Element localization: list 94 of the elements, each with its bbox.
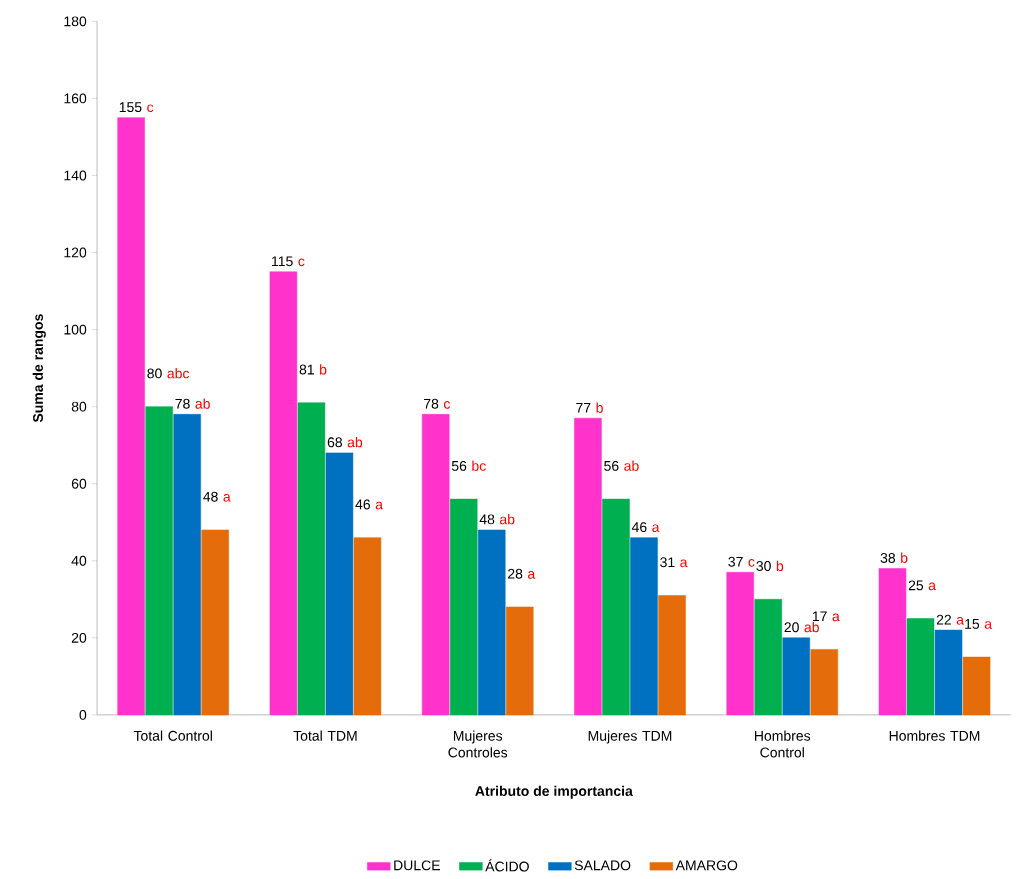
y-tick-label: 20 bbox=[71, 632, 87, 643]
annotation: a bbox=[680, 559, 688, 568]
bar bbox=[602, 498, 630, 716]
annotation: a bbox=[832, 613, 840, 622]
annotation: c bbox=[748, 559, 755, 567]
annotation: a bbox=[984, 621, 993, 629]
data-label: 37 bbox=[728, 556, 743, 567]
bar bbox=[726, 572, 754, 716]
bar bbox=[117, 117, 145, 716]
bar bbox=[754, 599, 782, 716]
bar bbox=[477, 529, 506, 716]
y-tick-label: 100 bbox=[64, 324, 87, 335]
legend-label: ÁCIDO bbox=[485, 859, 529, 872]
data-label: 48 bbox=[479, 514, 495, 525]
data-label: 31 bbox=[660, 557, 675, 568]
annotation: ab bbox=[347, 437, 363, 448]
bar bbox=[201, 529, 229, 716]
bar bbox=[574, 417, 602, 716]
bar bbox=[810, 649, 839, 716]
data-label: 17 bbox=[812, 611, 827, 622]
annotation: c bbox=[443, 401, 451, 409]
bar bbox=[421, 414, 450, 716]
data-label: 15 bbox=[965, 619, 980, 629]
y-axis-title: Suma de rangos bbox=[32, 314, 46, 423]
data-label: 20 bbox=[784, 622, 799, 633]
data-label: 38 bbox=[880, 552, 896, 563]
annotation: ab bbox=[195, 398, 210, 409]
annotation: a bbox=[956, 617, 965, 625]
y-tick-label: 140 bbox=[64, 170, 87, 181]
data-label: 81 bbox=[299, 364, 314, 375]
bar bbox=[782, 637, 811, 716]
x-axis-title: Atributo de importancia bbox=[475, 785, 633, 799]
legend-label: AMARGO bbox=[675, 860, 738, 871]
bar bbox=[962, 656, 991, 716]
annotation: a bbox=[528, 571, 536, 579]
bar bbox=[297, 402, 326, 716]
bar bbox=[630, 537, 658, 716]
data-label: 68 bbox=[327, 437, 342, 448]
annotation: c bbox=[147, 104, 154, 113]
data-label: 25 bbox=[908, 580, 924, 591]
x-tick-label: Mujeres TDM bbox=[588, 730, 672, 744]
legend-label: SALADO bbox=[574, 860, 631, 871]
bar bbox=[878, 568, 907, 716]
annotation: abc bbox=[167, 368, 190, 379]
data-label: 56 bbox=[604, 460, 619, 471]
annotation: b bbox=[320, 364, 327, 375]
y-tick-label: 40 bbox=[71, 555, 87, 566]
bar bbox=[269, 271, 298, 716]
y-tick-label: 80 bbox=[71, 401, 87, 412]
annotation: a bbox=[928, 582, 936, 591]
data-label: 78 bbox=[175, 398, 190, 409]
y-tick-label: 160 bbox=[64, 93, 87, 104]
x-tick-label: Mujeres Controles bbox=[448, 730, 508, 758]
annotation: b bbox=[901, 552, 908, 563]
bar bbox=[173, 414, 201, 716]
y-tick-label: 180 bbox=[64, 16, 87, 27]
data-label: 22 bbox=[936, 614, 951, 625]
data-label: 80 bbox=[147, 368, 162, 379]
data-label: 46 bbox=[355, 499, 371, 510]
x-tick-label: Hombres Control bbox=[755, 730, 811, 758]
data-label: 78 bbox=[423, 398, 439, 409]
annotation: ab bbox=[500, 514, 515, 525]
data-label: 48 bbox=[203, 491, 218, 502]
annotation: a bbox=[375, 501, 383, 510]
data-label: 28 bbox=[508, 568, 523, 579]
bar bbox=[658, 595, 686, 716]
x-tick-label: Hombres TDM bbox=[889, 730, 980, 741]
bar bbox=[353, 537, 382, 716]
bar bbox=[906, 618, 935, 716]
bar bbox=[145, 406, 173, 716]
annotation: b bbox=[776, 560, 784, 572]
annotation: b bbox=[596, 402, 603, 413]
data-label: 115 bbox=[272, 256, 293, 267]
bar bbox=[449, 498, 478, 716]
data-label: 56 bbox=[451, 460, 467, 471]
bar bbox=[934, 629, 963, 716]
data-label: 77 bbox=[576, 403, 591, 413]
legend-label: DULCE bbox=[394, 860, 440, 871]
annotation: bc bbox=[472, 460, 486, 471]
y-tick-label: 60 bbox=[71, 478, 87, 489]
bar bbox=[325, 452, 354, 716]
x-tick-label: Total TDM bbox=[293, 730, 357, 741]
data-label: 155 bbox=[119, 102, 142, 113]
y-tick-label: 120 bbox=[64, 247, 87, 258]
data-label: 46 bbox=[631, 522, 647, 533]
y-tick-label: 0 bbox=[79, 709, 87, 720]
annotation: c bbox=[298, 258, 305, 267]
annotation: a bbox=[223, 494, 231, 502]
data-label: 30 bbox=[756, 561, 771, 572]
annotation: ab bbox=[804, 621, 819, 633]
annotation: a bbox=[652, 524, 660, 533]
bar bbox=[505, 606, 534, 716]
x-tick-label: Total Control bbox=[133, 730, 212, 741]
annotation: ab bbox=[624, 460, 639, 471]
